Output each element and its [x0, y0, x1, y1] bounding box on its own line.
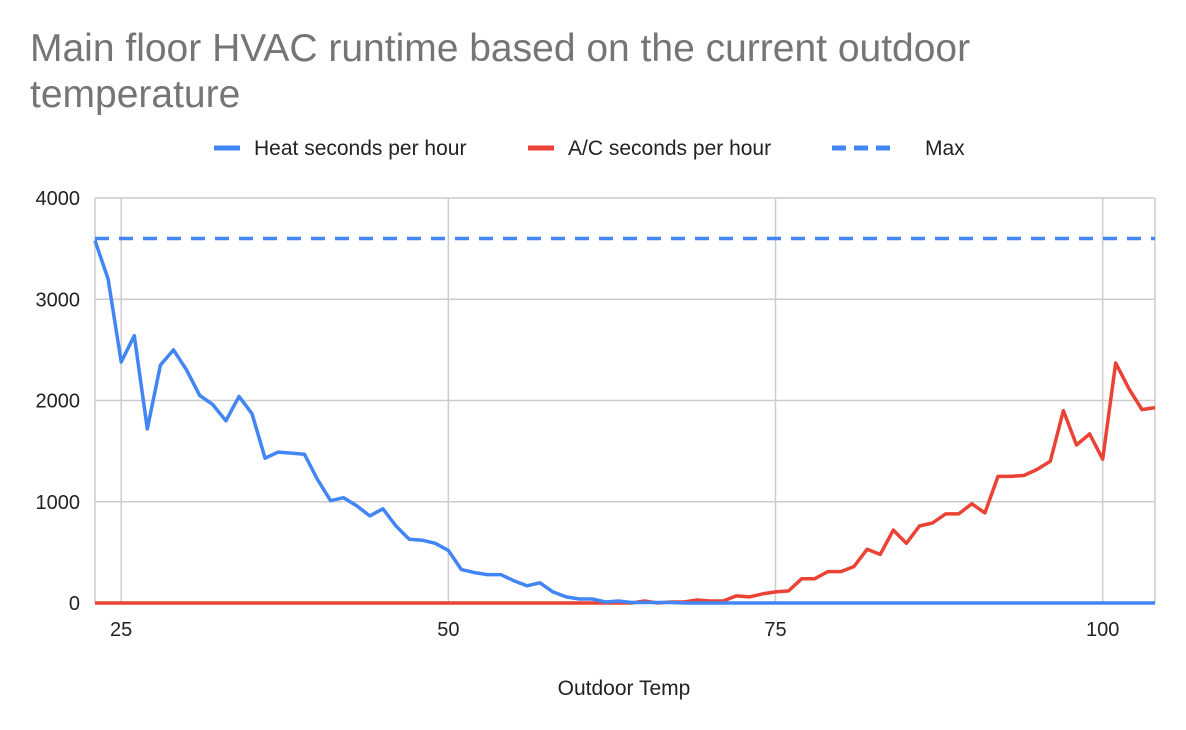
x-tick-label: 50 [437, 619, 459, 641]
series-line-a-c-seconds-per-hour [95, 361, 1156, 605]
grid [94, 197, 1156, 604]
legend: Heat seconds per hour A/C seconds per hou… [214, 137, 965, 160]
x-tick-label: 75 [764, 619, 786, 641]
y-tick-label: 2000 [36, 391, 81, 413]
y-tick-label: 3000 [36, 289, 81, 311]
series-lines [93, 236, 1156, 605]
legend-item: Heat seconds per hour [214, 137, 466, 160]
axis-ticks: 0 1000 2000 3000 4000 25 50 75 100 [36, 188, 1120, 641]
x-tick-label: 100 [1086, 619, 1119, 641]
chart-title: Main floor HVAC runtime based on the cur… [30, 27, 971, 116]
legend-label: A/C seconds per hour [568, 137, 771, 160]
legend-item: Max [832, 137, 965, 160]
legend-item: A/C seconds per hour [528, 137, 771, 160]
legend-label: Max [925, 137, 965, 160]
x-tick-label: 25 [110, 619, 132, 641]
legend-label: Heat seconds per hour [254, 137, 466, 160]
y-tick-label: 0 [69, 593, 80, 615]
x-axis-title: Outdoor Temp [558, 677, 691, 700]
series-line-heat-seconds-per-hour [93, 239, 1155, 605]
y-tick-label: 4000 [36, 188, 81, 210]
y-tick-label: 1000 [36, 492, 81, 514]
